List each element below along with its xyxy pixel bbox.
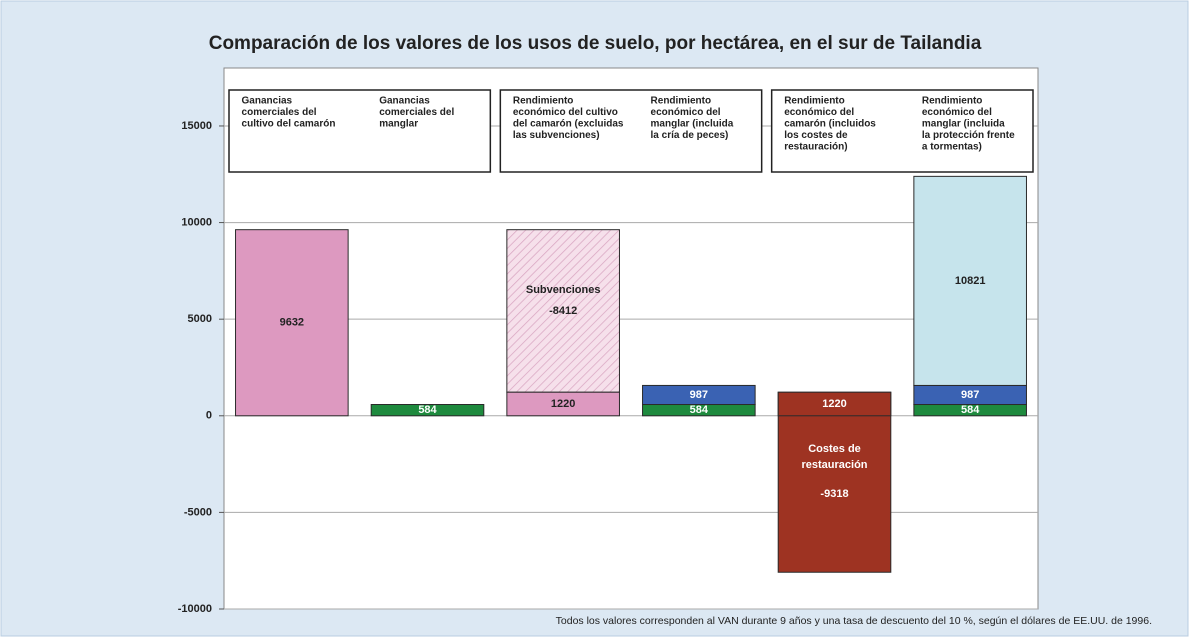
value-label: 584: [961, 404, 980, 416]
category-label: los costes de: [784, 130, 848, 141]
value-label: 10821: [955, 275, 986, 287]
y-tick-label: 0: [206, 410, 212, 422]
bar-segment: [370, 404, 485, 417]
category-label: económico del cultivo: [513, 107, 618, 118]
category-label: económico del: [922, 107, 992, 118]
category-label: las subvenciones): [513, 130, 600, 141]
header-box: [770, 89, 1034, 173]
category-label: Ganancias: [242, 96, 293, 107]
category-label: del camarón (excluidas: [513, 119, 624, 130]
category-label: comerciales del: [379, 107, 454, 118]
category-label: Rendimiento: [922, 96, 983, 107]
category-label: Rendimiento: [513, 96, 574, 107]
category-label: la protección frente: [922, 130, 1015, 141]
value-label: 9632: [280, 317, 304, 329]
chart-title: Comparación de los valores de los usos d…: [209, 33, 982, 54]
segment-label: restauración: [801, 459, 867, 471]
bar-segment: [506, 391, 620, 417]
y-tick-label: 15000: [181, 120, 212, 132]
bar-segment: [235, 229, 349, 417]
header-box: [499, 89, 763, 173]
value-label: -9318: [820, 488, 848, 500]
value-label: 987: [961, 389, 979, 401]
category-label: Rendimiento: [784, 96, 845, 107]
value-label: 987: [690, 389, 708, 401]
segment-label: Costes de: [808, 443, 861, 455]
category-label: manglar: [379, 119, 418, 130]
category-label: restauración): [784, 142, 847, 153]
value-label: 1220: [551, 398, 575, 410]
bar-segment: [506, 229, 620, 393]
bar-segment: [642, 384, 756, 406]
category-label: a tormentas): [922, 142, 982, 153]
y-tick-label: 10000: [181, 216, 212, 228]
bar-segment: [777, 391, 892, 573]
category-label: Ganancias: [379, 96, 430, 107]
value-label: -8412: [549, 305, 577, 317]
value-label: 584: [690, 404, 709, 416]
category-label: cultivo del camarón: [242, 119, 336, 130]
footnote: Todos los valores corresponden al VAN du…: [556, 615, 1152, 627]
value-label: 584: [418, 404, 437, 416]
bar-segment: [913, 175, 1027, 386]
y-tick-label: 5000: [188, 313, 212, 325]
category-label: camarón (incluidos: [784, 119, 876, 130]
segment-label: Subvenciones: [526, 284, 601, 296]
bar-segment: [777, 391, 892, 417]
category-label: manglar (incluida: [651, 119, 734, 130]
category-label: la cría de peces): [651, 130, 729, 141]
category-label: comerciales del: [242, 107, 317, 118]
category-label: económico del: [784, 107, 854, 118]
category-label: Rendimiento: [651, 96, 712, 107]
value-label: 1220: [822, 398, 846, 410]
category-label: manglar (incluida: [922, 119, 1005, 130]
header-box: [228, 89, 492, 173]
category-label: económico del: [651, 107, 721, 118]
y-tick-label: -5000: [184, 506, 212, 518]
y-tick-label: -10000: [178, 603, 212, 615]
